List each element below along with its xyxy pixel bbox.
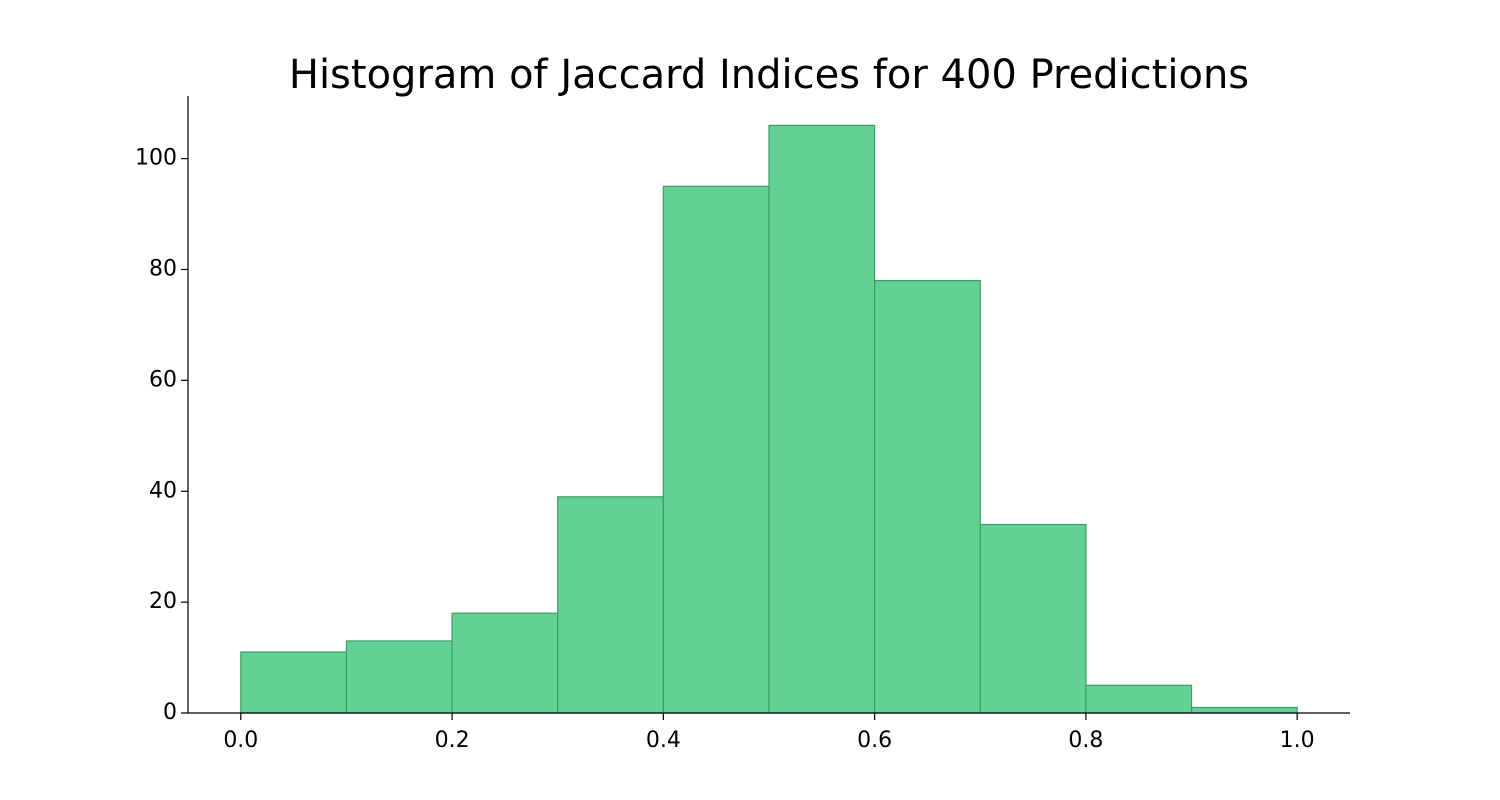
histogram-bar — [1085, 684, 1193, 714]
y-tick-label: 20 — [149, 589, 177, 614]
histogram-bar — [1190, 706, 1298, 714]
y-axis-ticks: 0 20 40 60 80 100 — [135, 146, 188, 725]
histogram-bar — [874, 280, 981, 714]
y-tick-label: 100 — [135, 146, 177, 171]
histogram-bar — [662, 185, 770, 714]
histogram-bar — [979, 523, 1087, 714]
x-tick-label: 1.0 — [1280, 728, 1315, 753]
chart-title: Histogram of Jaccard Indices for 400 Pre… — [289, 52, 1249, 98]
x-tick-label: 0.0 — [223, 728, 258, 753]
x-axis-ticks: 0.0 0.2 0.4 0.6 0.8 1.0 — [223, 713, 1315, 753]
histogram-bar — [557, 496, 664, 714]
histogram-bar — [451, 612, 559, 714]
x-tick-label: 0.4 — [646, 728, 681, 753]
histogram-bar — [768, 124, 876, 714]
bars-group — [240, 124, 1298, 714]
histogram-bar — [345, 640, 453, 714]
x-tick-label: 0.6 — [857, 728, 892, 753]
y-tick-label: 80 — [149, 257, 177, 282]
y-tick-label: 40 — [149, 478, 177, 503]
histogram-bar — [240, 651, 348, 714]
x-tick-label: 0.8 — [1068, 728, 1103, 753]
x-tick-label: 0.2 — [435, 728, 470, 753]
y-tick-label: 60 — [149, 367, 177, 392]
y-tick-label: 0 — [163, 700, 177, 725]
